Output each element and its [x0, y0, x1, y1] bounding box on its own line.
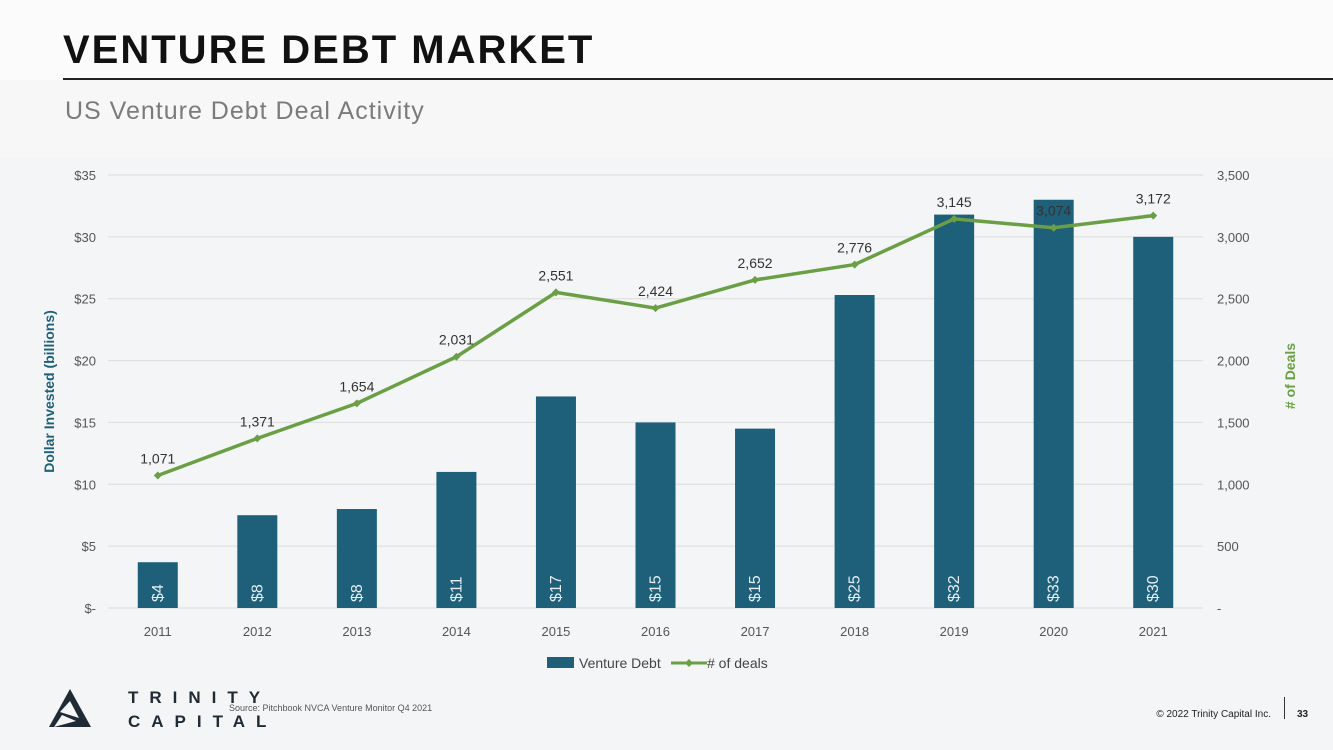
- y-tick-label: $35: [74, 168, 96, 183]
- bar-data-label: $8: [349, 584, 366, 602]
- y-tick-label: $15: [74, 415, 96, 430]
- subheader-band: [0, 80, 1333, 158]
- x-tick-label: 2021: [1139, 624, 1168, 639]
- y2-tick-label: 3,500: [1217, 168, 1250, 183]
- y2-tick-label: 1,000: [1217, 477, 1250, 492]
- bar-venture-debt-2015: [535, 396, 576, 608]
- bar-data-label: $25: [847, 575, 864, 602]
- x-tick-label: 2019: [940, 624, 969, 639]
- x-tick-label: 2013: [342, 624, 371, 639]
- bar-venture-debt-2012: [237, 515, 278, 608]
- page-title: VENTURE DEBT MARKET: [63, 28, 595, 72]
- deal-point-2020: [1049, 223, 1058, 232]
- x-tick-label: 2017: [741, 624, 770, 639]
- y2-tick-label: 500: [1217, 539, 1239, 554]
- trinity-logo-mark-icon: [49, 689, 91, 727]
- x-tick-label: 2012: [243, 624, 272, 639]
- legend-label-deals: # of deals: [707, 655, 768, 671]
- source-note: Source: Pitchbook NVCA Venture Monitor Q…: [229, 703, 433, 713]
- y2-axis-title: # of Deals: [1282, 343, 1298, 409]
- bar-data-label: $33: [1046, 575, 1063, 602]
- bar-venture-debt-2020: [1033, 199, 1074, 608]
- deal-data-label: 1,071: [140, 451, 175, 467]
- y-tick-label: $25: [74, 292, 96, 307]
- bar-venture-debt-2018: [834, 295, 875, 608]
- deal-point-2011: [153, 471, 162, 480]
- bar-data-label: $8: [249, 584, 266, 602]
- bar-data-label: $30: [1145, 575, 1162, 602]
- x-tick-label: 2020: [1039, 624, 1068, 639]
- y2-tick-label: 3,000: [1217, 230, 1250, 245]
- deal-point-2016: [651, 304, 660, 313]
- bar-venture-debt-2014: [436, 471, 477, 608]
- deal-point-2014: [452, 352, 461, 361]
- bar-data-label: $4: [150, 584, 167, 602]
- title-rule: [63, 78, 1333, 80]
- legend-swatch-deals-marker: [685, 659, 693, 667]
- y-tick-label: $20: [74, 354, 96, 369]
- x-tick-label: 2016: [641, 624, 670, 639]
- header-band: [0, 0, 1333, 80]
- x-tick-label: 2014: [442, 624, 471, 639]
- trinity-capital-logo: TRINITY CAPITAL: [48, 688, 266, 732]
- deal-data-label: 2,031: [439, 332, 474, 348]
- deal-point-2018: [850, 260, 859, 269]
- bar-venture-debt-2013: [336, 509, 377, 608]
- x-tick-label: 2018: [840, 624, 869, 639]
- deal-data-label: 3,074: [1036, 203, 1071, 219]
- logo-text-capital: CAPITAL: [128, 712, 278, 731]
- y-tick-label: $10: [74, 477, 96, 492]
- deal-data-label: 2,424: [638, 283, 673, 299]
- page-number: 33: [1297, 709, 1309, 720]
- bar-venture-debt-2017: [735, 428, 776, 608]
- y2-tick-label: -: [1217, 601, 1221, 616]
- deal-point-2017: [751, 275, 760, 284]
- bar-venture-debt-2011: [137, 562, 178, 608]
- deal-point-2013: [352, 399, 361, 408]
- deal-data-label: 3,145: [937, 194, 972, 210]
- deal-point-2015: [551, 288, 560, 297]
- deal-data-label: 2,652: [738, 255, 773, 271]
- y-axis-title: Dollar Invested (billions): [41, 310, 57, 473]
- bar-data-label: $15: [747, 575, 764, 602]
- copyright: © 2022 Trinity Capital Inc.: [1156, 709, 1271, 720]
- y-tick-label: $30: [74, 230, 96, 245]
- deal-point-2012: [253, 434, 262, 443]
- logo-text-trinity: TRINITY: [128, 688, 272, 707]
- footer-divider: [1284, 697, 1285, 719]
- deal-data-label: 1,654: [339, 378, 374, 394]
- x-tick-label: 2015: [541, 624, 570, 639]
- bar-data-label: $11: [448, 576, 465, 602]
- deal-point-2021: [1149, 211, 1158, 220]
- y2-tick-label: 2,500: [1217, 292, 1250, 307]
- y2-tick-label: 1,500: [1217, 415, 1250, 430]
- legend-swatch-venture-debt: [547, 657, 574, 668]
- y-tick-label: $5: [82, 539, 96, 554]
- bar-venture-debt-2016: [635, 422, 676, 608]
- page-subtitle: US Venture Debt Deal Activity: [65, 97, 425, 125]
- deal-data-label: 2,551: [538, 267, 573, 283]
- deal-data-label: 3,172: [1136, 191, 1171, 207]
- y-tick-label: $-: [84, 601, 96, 616]
- deal-point-2019: [950, 214, 959, 223]
- x-tick-label: 2011: [144, 624, 172, 639]
- deal-data-label: 1,371: [240, 413, 275, 429]
- bar-data-label: $15: [648, 575, 665, 602]
- bar-data-label: $17: [548, 575, 565, 602]
- deal-data-label: 2,776: [837, 240, 872, 256]
- y2-tick-label: 2,000: [1217, 354, 1250, 369]
- bar-venture-debt-2021: [1133, 236, 1174, 608]
- bar-data-label: $32: [946, 575, 963, 602]
- bar-venture-debt-2019: [934, 214, 975, 609]
- legend-label-venture-debt: Venture Debt: [579, 655, 661, 671]
